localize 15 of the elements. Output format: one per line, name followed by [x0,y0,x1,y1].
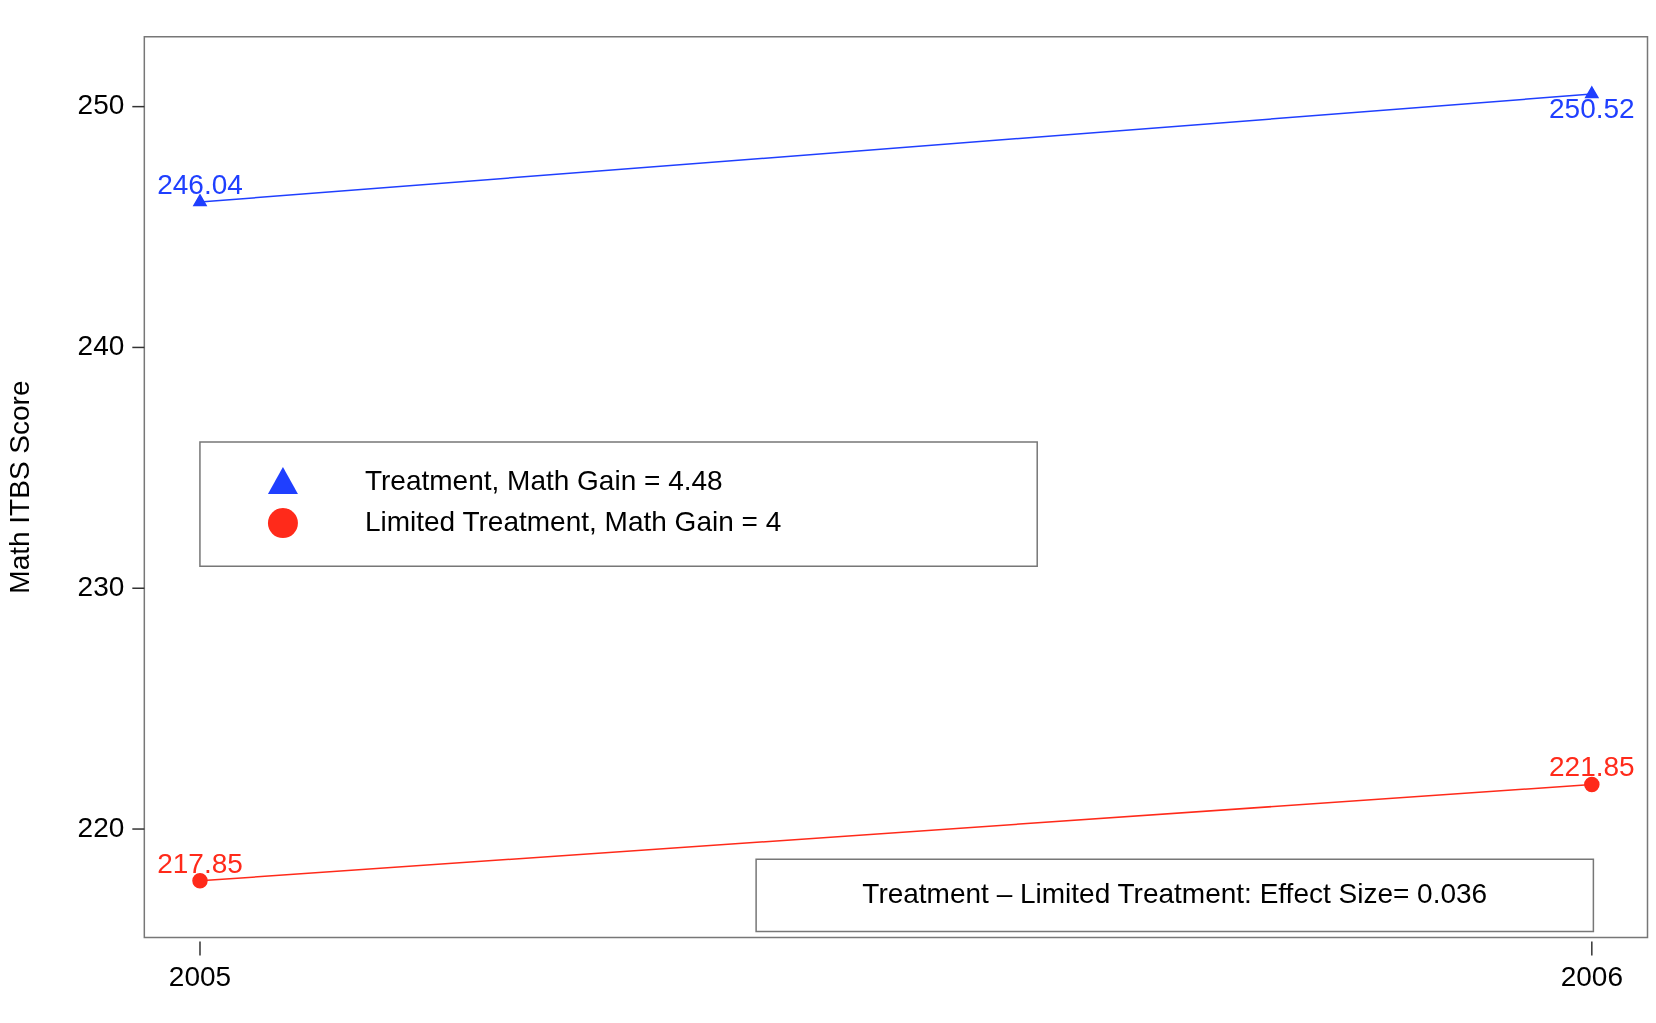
y-tick-label: 240 [77,330,125,362]
y-tick-label: 230 [77,570,125,602]
data-label: 221.85 [1549,751,1635,783]
x-tick-label: 2006 [1560,960,1623,992]
y-tick-label: 220 [77,811,125,843]
data-label: 217.85 [157,847,243,879]
point [192,873,208,889]
y-axis-title: Math ITBS Score [3,380,35,594]
y-tick-label: 250 [77,89,125,121]
point [1584,776,1600,793]
legend-label: Limited Treatment, Math Gain = 4 [364,505,782,537]
x-tick-label: 2005 [168,960,232,992]
annotation: Treatment – Limited Treatment: Effect Size= 0.036 [862,878,1488,910]
legend-label: Treatment, Math Gain = 4.48 [364,464,723,496]
data-label: 246.04 [157,168,243,200]
